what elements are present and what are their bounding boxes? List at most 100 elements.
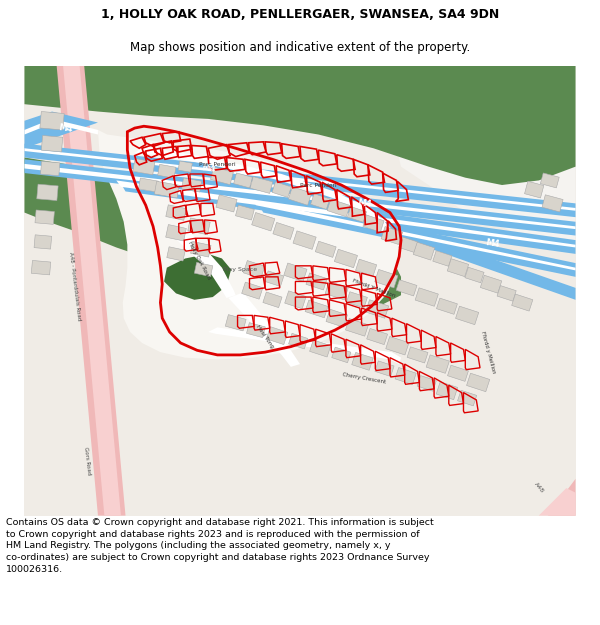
Bar [325, 281, 349, 300]
Bar [467, 373, 490, 392]
Polygon shape [116, 176, 575, 254]
Bar [167, 247, 185, 261]
Bar [263, 292, 282, 308]
Bar [178, 161, 193, 172]
Text: Holly Oak Road: Holly Oak Road [187, 241, 211, 280]
Bar [216, 195, 237, 212]
Bar [381, 227, 403, 244]
Bar [375, 361, 394, 376]
Text: A48: A48 [533, 482, 545, 494]
Bar [158, 164, 176, 178]
Bar [233, 173, 253, 188]
Bar [273, 222, 294, 239]
Bar [415, 288, 439, 306]
Bar [352, 352, 373, 370]
Bar [417, 376, 436, 391]
Bar [265, 271, 284, 286]
Polygon shape [300, 66, 575, 231]
Polygon shape [25, 164, 575, 229]
Polygon shape [254, 196, 575, 277]
Polygon shape [116, 181, 575, 248]
Text: M4: M4 [58, 122, 73, 134]
Polygon shape [98, 130, 399, 359]
Bar [154, 181, 179, 198]
Bar [458, 390, 477, 406]
Bar [310, 340, 331, 357]
Bar [247, 322, 265, 338]
Bar [211, 167, 233, 184]
Bar [40, 161, 60, 176]
Bar [386, 336, 409, 355]
Text: Map shows position and indicative extent of the property.: Map shows position and indicative extent… [130, 41, 470, 54]
Bar [34, 235, 52, 249]
Bar [272, 182, 291, 198]
Bar [334, 249, 358, 268]
Text: Cherry Crescent: Cherry Crescent [342, 372, 386, 384]
Bar [305, 300, 328, 318]
Bar [182, 178, 202, 192]
Polygon shape [25, 66, 98, 176]
Bar [433, 251, 452, 266]
Text: Contains OS data © Crown copyright and database right 2021. This information is : Contains OS data © Crown copyright and d… [6, 518, 434, 574]
Text: Gors Road: Gors Road [83, 446, 91, 475]
Polygon shape [254, 201, 575, 271]
Bar [311, 194, 330, 209]
Bar [448, 365, 469, 381]
Bar [524, 181, 544, 198]
Bar [250, 177, 273, 193]
Text: A48 - Pontarddulais Road: A48 - Pontarddulais Road [68, 251, 82, 321]
Bar [315, 241, 336, 258]
Text: Ffordd Y Maillion: Ffordd Y Maillion [351, 278, 395, 298]
Bar [242, 282, 263, 299]
Bar [284, 291, 306, 309]
Text: M4: M4 [356, 198, 372, 209]
Bar [244, 261, 265, 279]
Polygon shape [164, 254, 231, 300]
Bar [289, 333, 308, 349]
Polygon shape [392, 66, 575, 240]
Bar [306, 273, 327, 290]
Bar [188, 218, 210, 235]
Bar [399, 237, 418, 252]
Bar [395, 368, 416, 384]
Bar [447, 259, 469, 277]
Polygon shape [134, 146, 392, 236]
Bar [367, 329, 388, 344]
Bar [191, 241, 211, 257]
Bar [426, 355, 449, 373]
Bar [497, 286, 516, 301]
Bar [437, 298, 457, 314]
Polygon shape [208, 328, 401, 364]
Bar [251, 213, 275, 231]
Bar [413, 242, 435, 260]
Bar [512, 294, 533, 311]
Bar [346, 319, 368, 336]
Bar [436, 382, 458, 399]
Bar [194, 262, 213, 277]
Polygon shape [174, 226, 236, 298]
Polygon shape [25, 66, 575, 185]
Text: 1, HOLLY OAK ROAD, PENLLERGAER, SWANSEA, SA4 9DN: 1, HOLLY OAK ROAD, PENLLERGAER, SWANSEA,… [101, 8, 499, 21]
Bar [363, 215, 384, 232]
Polygon shape [63, 66, 121, 516]
Bar [541, 173, 559, 188]
Text: Ffordd y Meillion: Ffordd y Meillion [480, 331, 496, 374]
Bar [455, 306, 479, 324]
Text: Parc Penderi: Parc Penderi [300, 182, 337, 188]
Bar [40, 111, 64, 130]
Bar [41, 136, 63, 152]
Polygon shape [56, 66, 125, 516]
Bar [465, 268, 484, 282]
Bar [542, 195, 563, 212]
Bar [326, 309, 347, 327]
Text: M4: M4 [200, 163, 216, 174]
Bar [266, 327, 288, 344]
Polygon shape [25, 66, 575, 516]
Bar [356, 259, 377, 276]
Text: Play Space: Play Space [223, 267, 257, 272]
Polygon shape [25, 111, 98, 148]
Bar [166, 205, 186, 220]
Bar [375, 269, 398, 288]
Bar [37, 184, 58, 201]
Bar [347, 207, 367, 222]
